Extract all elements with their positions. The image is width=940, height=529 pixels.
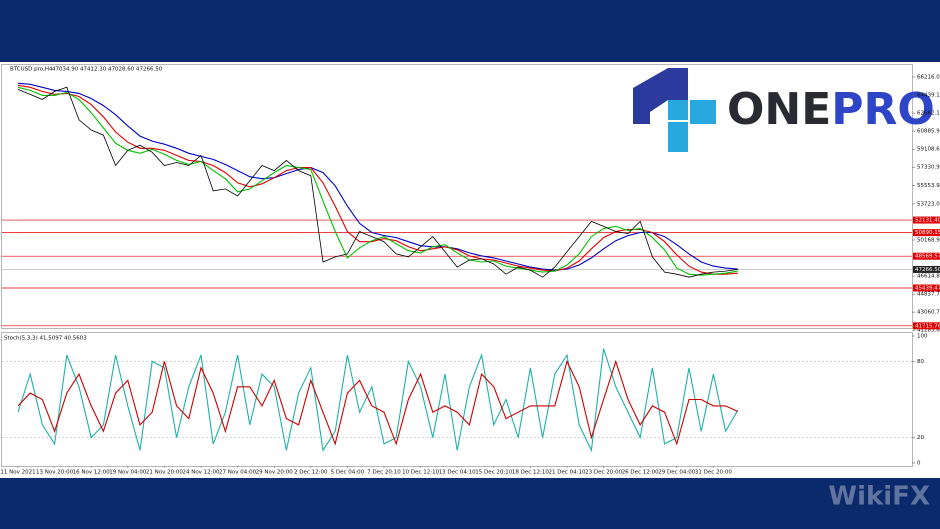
level-label-box xyxy=(913,229,940,237)
y-tick-label: 43060.70 xyxy=(917,310,940,316)
series-line xyxy=(17,348,739,453)
level-label-box xyxy=(913,216,940,224)
level-label-box xyxy=(913,252,940,260)
y-tick-label: 64439.15 xyxy=(917,93,940,99)
x-tick-label: 18 Dec 12:10 xyxy=(512,470,549,476)
logo-square xyxy=(690,100,716,124)
y-tick-label: 20 xyxy=(917,435,924,441)
x-tick-label: 31 Dec 20:00 xyxy=(695,470,732,476)
logo-shape xyxy=(633,68,688,124)
chart-window xyxy=(0,62,940,478)
series-line xyxy=(17,82,738,271)
logo-square xyxy=(668,100,688,120)
x-tick-label: 29 Dec 04:00 xyxy=(658,470,695,476)
level-label: 41715.76 xyxy=(915,323,940,329)
y-tick-label: 44837.75 xyxy=(917,292,940,298)
y-tick-label: 60885.95 xyxy=(917,129,940,135)
x-tick-label: 26 Dec 12:00 xyxy=(622,470,659,476)
x-tick-label: 24 Nov 12:00 xyxy=(182,470,220,476)
x-tick-label: 5 Dec 04:00 xyxy=(331,470,365,476)
x-tick-label: 16 Nov 12:00 xyxy=(73,470,111,476)
ohlc: 47034.90 47412.30 47028.60 47266.50 xyxy=(52,67,163,73)
x-tick-label: 7 Dec 20:10 xyxy=(367,470,401,476)
x-tick-label: 21 Nov 20:00 xyxy=(146,470,184,476)
x-tick-label: 13 Nov 20:00 xyxy=(36,470,74,476)
x-tick-label: 19 Nov 04:00 xyxy=(109,470,147,476)
last-price-label: 47266.50 xyxy=(915,267,940,273)
logo-one: ONE xyxy=(727,84,831,135)
x-tick-label: 15 Dec 20:10 xyxy=(475,470,512,476)
y-tick-label: 57330.95 xyxy=(917,165,940,171)
price-panel xyxy=(1,64,913,329)
y-tick-label: 100 xyxy=(917,334,928,340)
level-label: 52131.40 xyxy=(915,218,940,224)
y-tick-label: 46614.80 xyxy=(917,274,940,280)
series-line xyxy=(17,84,738,275)
y-tick-label: 55553.90 xyxy=(917,183,940,189)
y-tick-label: 41283.65 xyxy=(917,328,940,334)
series-line xyxy=(17,359,739,446)
y-tick-label: 59108.60 xyxy=(917,147,940,153)
watermark: WikiFX xyxy=(828,482,930,512)
symbol: BTCUSD.pro,H4 xyxy=(10,67,53,73)
logo: ONEPRO xyxy=(633,68,935,152)
last-price-box xyxy=(913,265,940,273)
x-tick-label: 21 Dec 04:10 xyxy=(549,470,586,476)
x-tick-label: 23 Dec 20:00 xyxy=(585,470,622,476)
indicator-title: Stoch(5,3,3) 41.5097 40.5603 xyxy=(4,336,87,342)
x-tick-label: 11 Nov 2021 xyxy=(0,470,35,476)
logo-pro: PRO xyxy=(831,84,935,135)
y-tick-label: 66216.05 xyxy=(917,75,940,81)
x-tick-label: 10 Dec 12:10 xyxy=(402,470,439,476)
level-label: 45439.47 xyxy=(915,285,940,291)
series-line xyxy=(17,86,738,278)
x-tick-label: 13 Dec 04:10 xyxy=(439,470,476,476)
x-tick-label: 27 Nov 04:00 xyxy=(219,470,257,476)
y-tick-label: 53723.00 xyxy=(917,201,940,207)
x-tick-label: 2 Dec 12:00 xyxy=(294,470,328,476)
x-tick-label: 29 Nov 20:00 xyxy=(256,470,294,476)
level-label-box xyxy=(913,284,940,292)
y-tick-label: 0 xyxy=(917,461,921,467)
series-line xyxy=(17,86,738,276)
level-label: 50890.15 xyxy=(915,230,940,236)
y-tick-label: 62662.10 xyxy=(917,111,940,117)
level-label: 48569.57 xyxy=(915,254,940,260)
y-tick-label: 80 xyxy=(917,359,924,365)
level-label-box xyxy=(913,322,940,330)
y-tick-label: 50168.90 xyxy=(917,237,940,243)
logo-text: ONEPRO xyxy=(727,84,935,135)
logo-square xyxy=(668,122,688,152)
